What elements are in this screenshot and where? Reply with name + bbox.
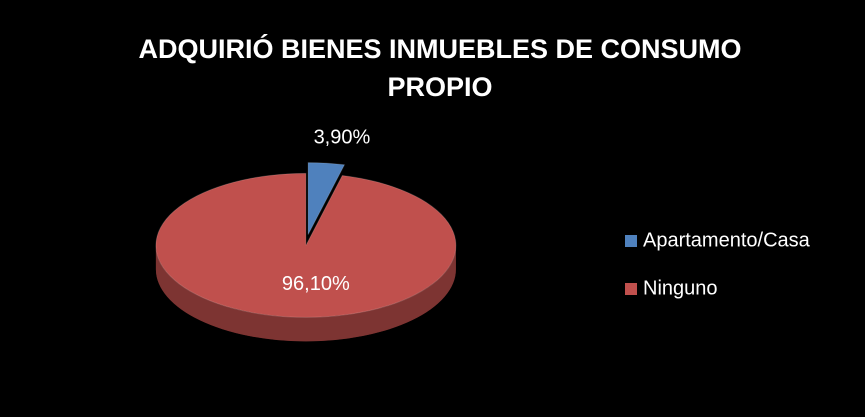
slice: [155, 172, 457, 318]
slice: [307, 162, 346, 235]
data-label: 3,90%: [314, 126, 371, 148]
slice-side-shade: [155, 245, 456, 342]
slice-side: [155, 245, 456, 342]
legend-swatch: [625, 283, 637, 295]
legend-swatch: [625, 235, 637, 247]
chart-title: ADQUIRIÓ BIENES INMUEBLES DE CONSUMO PRO…: [138, 34, 742, 102]
legend-label: Ninguno: [643, 277, 718, 299]
data-label: 96,10%: [282, 273, 350, 295]
legend-label: Apartamento/Casa: [643, 229, 811, 251]
